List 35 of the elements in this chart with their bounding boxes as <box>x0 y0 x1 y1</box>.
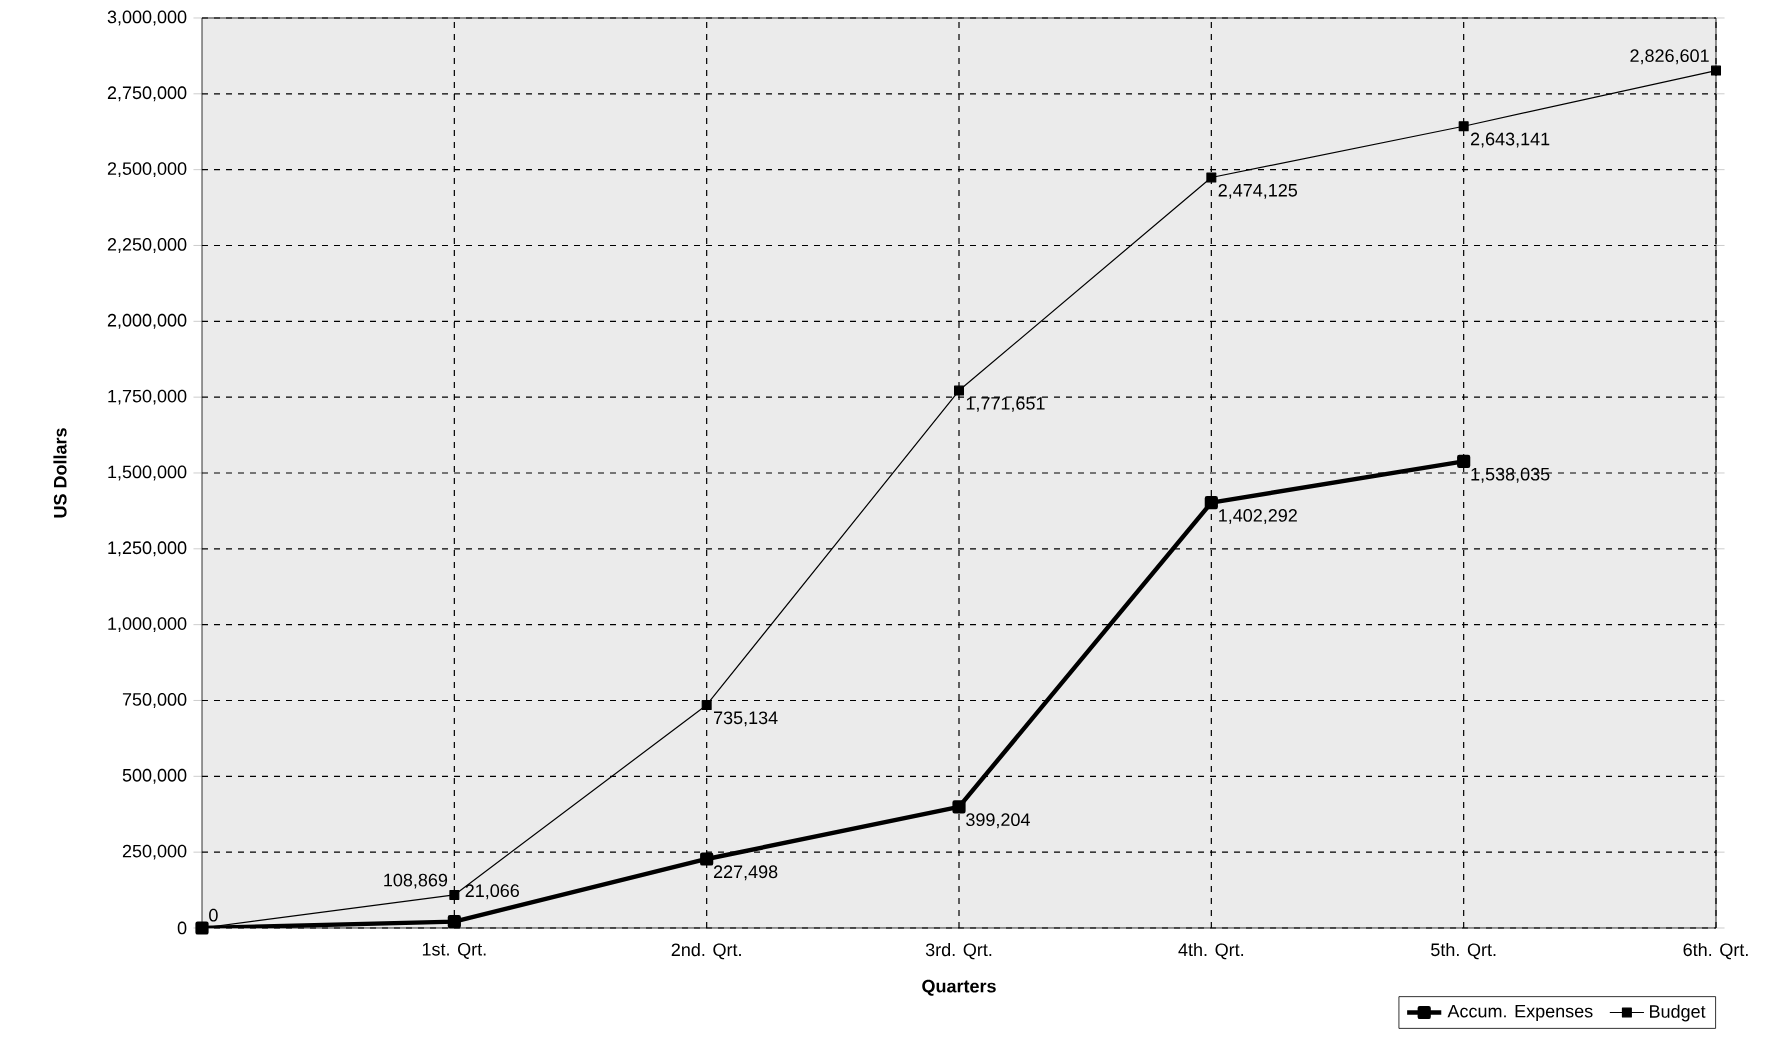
data-label: 2,474,125 <box>1218 183 1298 199</box>
legend-label: Budget <box>1650 1004 1706 1022</box>
y-axis-title: US Dollars <box>53 428 67 518</box>
y-tick-label: 2,500,000 <box>107 162 187 178</box>
y-tick-label: 1,500,000 <box>108 465 187 481</box>
x-tick-label: 1st. Qrt. <box>422 942 486 959</box>
data-label: 399,204 <box>966 813 1030 829</box>
x-tick-label: 4th. Qrt. <box>1178 942 1244 960</box>
data-label: 1,402,292 <box>1219 509 1297 524</box>
y-tick-label: 1,750,000 <box>108 389 187 405</box>
y-tick-label: 1,000,000 <box>108 617 187 633</box>
y-tick-label: 2,750,000 <box>107 86 187 102</box>
data-label: 735,134 <box>713 711 778 727</box>
legend-label: Accum. Expenses <box>1447 1004 1593 1022</box>
x-tick-label: 3rd. Qrt. <box>925 942 992 960</box>
x-tick-label: 6th. Qrt. <box>1683 942 1748 960</box>
y-tick-label: 3,000,000 <box>107 10 187 26</box>
y-tick-label: 0 <box>177 921 187 935</box>
y-tick-label: 2,250,000 <box>107 238 187 253</box>
y-tick-label: 2,000,000 <box>107 313 187 329</box>
data-label: 1,538,035 <box>1471 467 1550 483</box>
data-label: 0 <box>209 908 218 922</box>
x-tick-label: 2nd. Qrt. <box>671 942 741 960</box>
data-label: 1,771,651 <box>966 396 1045 412</box>
y-tick-label: 250,000 <box>122 844 187 860</box>
data-label: 21,066 <box>465 884 519 900</box>
data-label: 2,643,141 <box>1470 132 1550 148</box>
y-tick-label: 500,000 <box>122 768 187 784</box>
y-tick-label: 750,000 <box>122 693 187 708</box>
data-label: 227,498 <box>713 865 778 881</box>
x-tick-label: 5th. Qrt. <box>1431 942 1496 960</box>
x-axis-title: Quarters <box>922 979 996 996</box>
y-tick-label: 1,250,000 <box>108 541 187 557</box>
data-label: 108,869 <box>384 873 448 889</box>
data-label: 2,826,601 <box>1630 49 1709 65</box>
